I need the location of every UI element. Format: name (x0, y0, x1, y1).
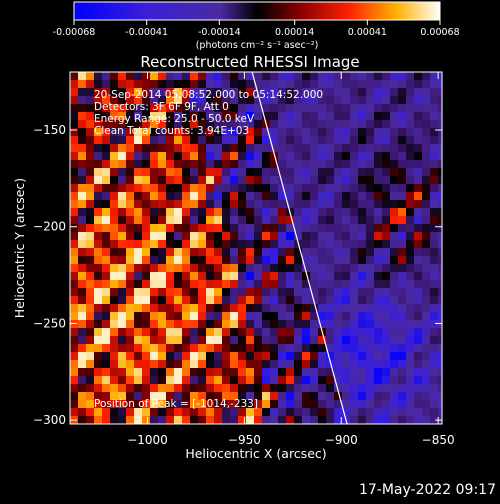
y-axis-label: Heliocentric Y (arcsec) (12, 178, 27, 318)
y-tick-label: −300 (33, 413, 66, 427)
x-axis-ticks: −1000 −950 −900 −850 (127, 72, 455, 447)
colorbar-tick-label: -0.00041 (125, 27, 168, 38)
y-tick-label: −200 (33, 220, 66, 234)
annotation-clean-counts: Clean Total counts: 3.94E+03 (94, 125, 249, 137)
annotation-detectors: Detectors: 3F 6F 9F, Att 0 (94, 101, 229, 113)
annotation-time-range: 20-Sep-2014 05:08:52.000 to 05:14:52.000 (94, 89, 323, 101)
x-axis-label: Heliocentric X (arcsec) (185, 446, 326, 461)
colorbar-ticks: -0.00068 -0.00041 -0.00014 0.00014 0.00041 0.… (53, 20, 460, 38)
chart-title: Reconstructed RHESSI Image (140, 53, 359, 71)
colorbar-tick-label: 0.00014 (275, 27, 314, 38)
y-tick-label: −250 (33, 316, 66, 330)
y-tick-label: −150 (33, 123, 66, 137)
colorbar-tick-label: -0.00068 (53, 27, 96, 38)
colorbar-unit-label: (photons cm⁻² s⁻¹ asec⁻²) (196, 40, 319, 51)
x-tick-label: −950 (228, 433, 261, 447)
y-axis-ticks: −150 −200 −250 −300 (33, 123, 442, 427)
annotation-energy-range: Energy Range: 25.0 - 50.0 keV (94, 113, 255, 125)
plot-frame (69, 71, 443, 425)
observation-annotations: 20-Sep-2014 05:08:52.000 to 05:14:52.000… (94, 89, 323, 137)
x-tick-label: −850 (422, 433, 455, 447)
footer-timestamp: 17-May-2022 09:17 (359, 482, 496, 498)
colorbar-tick-label: 0.00068 (420, 27, 459, 38)
solar-limb-line (251, 72, 348, 424)
x-tick-label: −1000 (127, 433, 168, 447)
x-tick-label: −900 (325, 433, 358, 447)
peak-position-label: Position of Peak = [-1014,-233] (94, 398, 258, 410)
colorbar-gradient (73, 1, 441, 21)
colorbar-tick-label: -0.00014 (198, 27, 241, 38)
colorbar-tick-label: 0.00041 (348, 27, 387, 38)
colorbar: -0.00068 -0.00041 -0.00014 0.00014 0.00041 0.… (53, 1, 460, 51)
heatmap-image (70, 72, 442, 424)
